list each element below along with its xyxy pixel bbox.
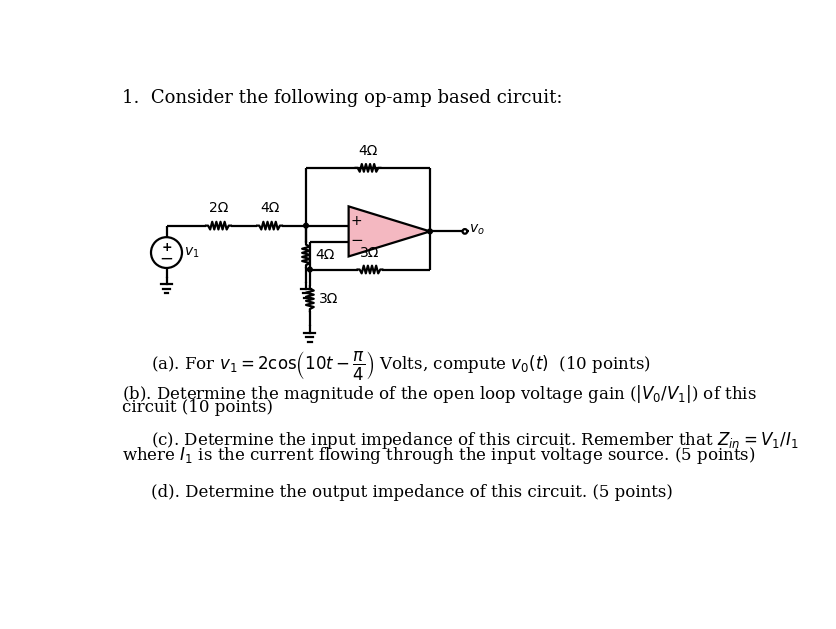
Text: 3Ω: 3Ω — [360, 245, 380, 260]
Text: (b). Determine the magnitude of the open loop voltage gain ($|V_0/V_1|$) of this: (b). Determine the magnitude of the open… — [121, 384, 757, 406]
Text: $v_1$: $v_1$ — [184, 245, 200, 260]
Text: −: − — [350, 233, 363, 248]
Text: 2Ω: 2Ω — [209, 201, 228, 215]
Text: 3Ω: 3Ω — [319, 292, 339, 306]
Text: (a). For $v_1 = 2\cos\!\left(10t - \dfrac{\pi}{4}\right)$ Volts, compute $v_0(t): (a). For $v_1 = 2\cos\!\left(10t - \dfra… — [151, 349, 650, 382]
Text: circuit (10 points): circuit (10 points) — [121, 399, 273, 416]
Circle shape — [428, 229, 432, 234]
Text: +: + — [350, 214, 362, 228]
Text: −: − — [160, 250, 173, 268]
Circle shape — [303, 223, 308, 228]
Text: (d). Determine the output impedance of this circuit. (5 points): (d). Determine the output impedance of t… — [151, 484, 673, 501]
Circle shape — [462, 229, 467, 234]
Polygon shape — [349, 206, 430, 257]
Text: where $I_1$ is the current flowing through the input voltage source. (5 points): where $I_1$ is the current flowing throu… — [121, 445, 755, 466]
Text: 4Ω: 4Ω — [359, 144, 378, 158]
Text: 4Ω: 4Ω — [260, 201, 279, 215]
Text: (c). Determine the input impedance of this circuit. Remember that $Z_{in} = V_1/: (c). Determine the input impedance of th… — [151, 430, 798, 451]
Text: $v_o$: $v_o$ — [469, 223, 485, 237]
Circle shape — [308, 267, 312, 272]
Text: +: + — [161, 241, 172, 253]
Text: 1.  Consider the following op-amp based circuit:: 1. Consider the following op-amp based c… — [121, 89, 562, 108]
Text: 4Ω: 4Ω — [315, 248, 334, 262]
